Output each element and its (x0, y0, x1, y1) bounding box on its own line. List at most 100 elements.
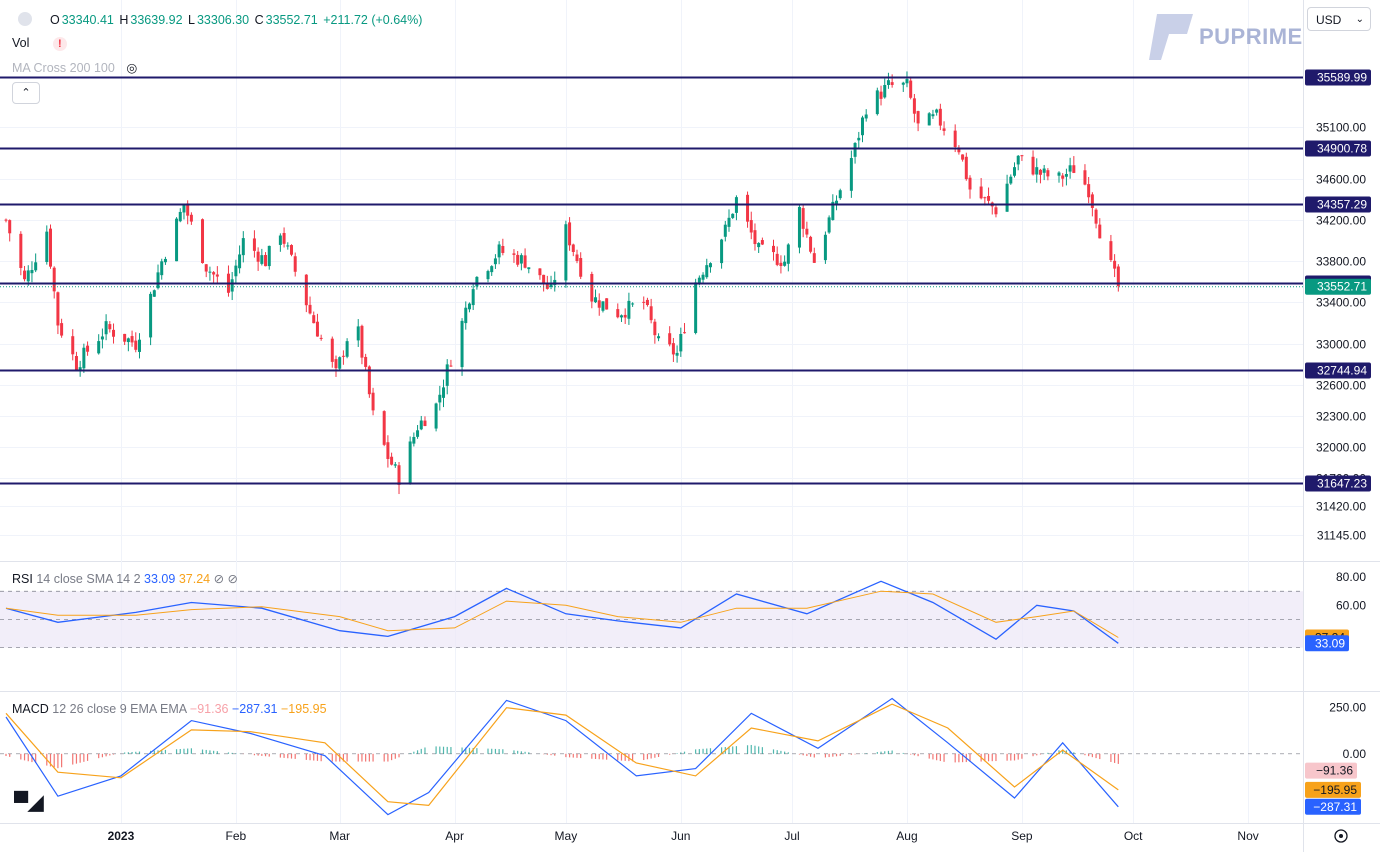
candle-body (134, 340, 138, 350)
candle-body (1090, 194, 1094, 208)
candle-body (708, 263, 712, 268)
candle-body (987, 196, 991, 201)
candle-body (760, 240, 764, 245)
level-price-tag (1305, 140, 1371, 157)
candle-body (1013, 167, 1017, 176)
close-label: C (254, 13, 264, 27)
time-tick-label: Mar (329, 829, 350, 843)
candle-body (315, 321, 319, 337)
candle-body (175, 218, 179, 262)
candle-body (957, 148, 961, 153)
macd-hist-tag (1305, 762, 1357, 779)
candle-body (108, 324, 112, 330)
price-tick-label: 34600.00 (1316, 173, 1366, 187)
candle-body (152, 290, 156, 297)
candle-body (1087, 184, 1091, 198)
macd-line-tag-label: −287.31 (1313, 800, 1357, 814)
candle-body (853, 142, 857, 157)
level-price-tag (1305, 196, 1371, 213)
candle-body (864, 114, 868, 119)
candle-body (597, 300, 601, 308)
candle-body (623, 314, 627, 318)
candle-body (215, 274, 219, 277)
low-label: L (188, 13, 195, 27)
candle-body (1064, 174, 1068, 177)
candle-body (4, 219, 8, 221)
candle-body (497, 244, 501, 258)
candle-body (912, 98, 916, 114)
price-tick-label: 33800.00 (1316, 255, 1366, 269)
time-tick-label: May (555, 829, 578, 843)
candle-body (1005, 183, 1009, 212)
candle-body (252, 238, 256, 251)
ma-cross-legend[interactable]: MA Cross 200 100 ◎ (12, 60, 137, 75)
candle-body (1113, 260, 1117, 269)
price-tick-label: 34200.00 (1316, 214, 1366, 228)
macd-name: MACD (12, 702, 49, 716)
brand-mark-icon (1149, 14, 1193, 60)
candle-body (523, 255, 527, 268)
candle-body (264, 254, 268, 267)
candle-body (1035, 167, 1039, 175)
price-tick-label: 32600.00 (1316, 379, 1366, 393)
candle-body (720, 239, 724, 264)
candle-body (23, 270, 27, 280)
price-tick-label: 33000.00 (1316, 338, 1366, 352)
macd-hist-tag-label: −91.36 (1316, 764, 1353, 778)
price-tick-label: 32000.00 (1316, 441, 1366, 455)
candle-body (653, 321, 657, 336)
candle-body (1046, 170, 1050, 177)
candle-body (783, 261, 787, 266)
candle-body (675, 352, 679, 356)
candle-body (683, 332, 687, 334)
candle-body (649, 306, 653, 321)
candle-body (705, 265, 709, 278)
hidden-eye-icon[interactable]: ◎ (126, 61, 138, 75)
candle-body (204, 264, 208, 272)
last-price-label: 33552.71 (1317, 280, 1367, 294)
candle-body (927, 113, 931, 126)
candle-body (772, 245, 776, 253)
candle-body (564, 224, 568, 281)
candle-body (278, 235, 282, 245)
legend-collapse-icon[interactable] (18, 12, 32, 26)
candle-body (308, 304, 312, 314)
candle-body (189, 214, 193, 222)
candle-body (1038, 169, 1042, 175)
candle-body (100, 336, 104, 340)
warning-icon[interactable]: ! (52, 37, 67, 51)
currency-select[interactable]: USD ⌄ (1307, 7, 1371, 31)
candle-body (935, 109, 939, 113)
vol-legend[interactable]: Vol ! (12, 36, 67, 51)
candle-body (163, 258, 167, 263)
candle-body (968, 177, 972, 190)
candle-body (130, 336, 134, 343)
level-price-tag (1305, 69, 1371, 86)
level-price-label: 31647.23 (1317, 477, 1367, 491)
tradingview-logo-icon[interactable]: ▀◢ (14, 792, 44, 814)
settings-gear-icon (1334, 829, 1348, 843)
candle-body (286, 245, 290, 247)
candle-body (137, 339, 141, 352)
candle-body (260, 255, 264, 264)
candle-body (601, 301, 605, 311)
collapse-legend-button[interactable]: ⌃ (12, 82, 40, 104)
candle-body (594, 297, 598, 303)
candle-body (267, 245, 271, 267)
candle-body (645, 299, 649, 306)
candle-body (178, 211, 182, 222)
candle-body (334, 359, 338, 369)
macd-line-value: −287.31 (231, 702, 278, 716)
time-tick-label: Jul (784, 829, 799, 843)
level-price-label: 35589.99 (1317, 71, 1367, 85)
time-tick-label: 2023 (108, 829, 135, 843)
candle-body (823, 234, 827, 261)
candle-body (616, 309, 620, 318)
rsi-tag (1305, 635, 1349, 652)
null-icon: ⊘ ⊘ (213, 572, 238, 586)
candle-body (979, 186, 983, 199)
candle-body (438, 394, 442, 403)
rsi-ma-value: 37.24 (178, 572, 211, 586)
candle-body (545, 282, 549, 289)
